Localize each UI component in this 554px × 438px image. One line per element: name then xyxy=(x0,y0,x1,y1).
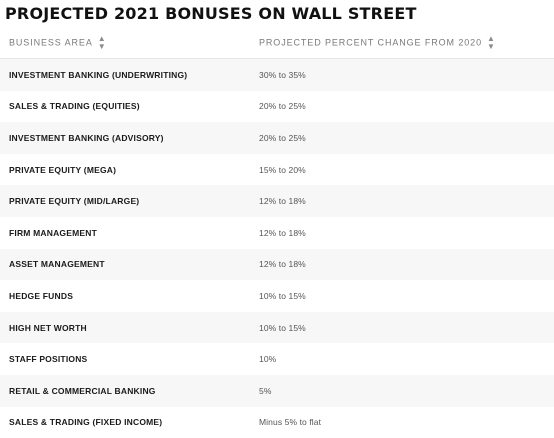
table-row: INVESTMENT BANKING (ADVISORY) 20% to 25% xyxy=(0,122,554,154)
cell-percent-change: 10% to 15% xyxy=(250,312,554,344)
column-header-label: PROJECTED PERCENT CHANGE FROM 2020 xyxy=(259,37,482,47)
cell-percent-change: 12% to 18% xyxy=(250,217,554,249)
cell-business-area: INVESTMENT BANKING (UNDERWRITING) xyxy=(0,59,250,91)
table-row: HIGH NET WORTH 10% to 15% xyxy=(0,312,554,344)
cell-business-area: HIGH NET WORTH xyxy=(0,312,250,344)
column-header-business-area[interactable]: BUSINESS AREA ▲▼ xyxy=(0,28,250,59)
page-title: PROJECTED 2021 BONUSES ON WALL STREET xyxy=(0,0,554,26)
cell-business-area: HEDGE FUNDS xyxy=(0,280,250,312)
bonus-table: BUSINESS AREA ▲▼ PROJECTED PERCENT CHANGE… xyxy=(0,28,554,438)
cell-business-area: ASSET MANAGEMENT xyxy=(0,249,250,281)
table-row: SALES & TRADING (EQUITIES) 20% to 25% xyxy=(0,91,554,123)
table-row: HEDGE FUNDS 10% to 15% xyxy=(0,280,554,312)
column-header-label: BUSINESS AREA xyxy=(9,37,93,47)
cell-percent-change: 12% to 18% xyxy=(250,249,554,281)
table-header: BUSINESS AREA ▲▼ PROJECTED PERCENT CHANGE… xyxy=(0,28,554,59)
table-row: FIRM MANAGEMENT 12% to 18% xyxy=(0,217,554,249)
table-row: STAFF POSITIONS 10% xyxy=(0,343,554,375)
table-row: PRIVATE EQUITY (MEGA) 15% to 20% xyxy=(0,154,554,186)
cell-percent-change: 12% to 18% xyxy=(250,185,554,217)
cell-percent-change: 20% to 25% xyxy=(250,122,554,154)
cell-percent-change: 10% to 15% xyxy=(250,280,554,312)
cell-business-area: INVESTMENT BANKING (ADVISORY) xyxy=(0,122,250,154)
cell-business-area: PRIVATE EQUITY (MEGA) xyxy=(0,154,250,186)
table-row: SALES & TRADING (FIXED INCOME) Minus 5% … xyxy=(0,407,554,438)
cell-percent-change: 15% to 20% xyxy=(250,154,554,186)
cell-business-area: SALES & TRADING (EQUITIES) xyxy=(0,91,250,123)
cell-percent-change: 5% xyxy=(250,375,554,407)
cell-percent-change: 20% to 25% xyxy=(250,91,554,123)
header-row: BUSINESS AREA ▲▼ PROJECTED PERCENT CHANGE… xyxy=(0,28,554,59)
sort-icon[interactable]: ▲▼ xyxy=(98,35,107,51)
cell-percent-change: Minus 5% to flat xyxy=(250,407,554,438)
table-row: PRIVATE EQUITY (MID/LARGE) 12% to 18% xyxy=(0,185,554,217)
table-row: INVESTMENT BANKING (UNDERWRITING) 30% to… xyxy=(0,59,554,91)
cell-business-area: RETAIL & COMMERCIAL BANKING xyxy=(0,375,250,407)
sort-icon[interactable]: ▲▼ xyxy=(487,35,496,51)
cell-business-area: PRIVATE EQUITY (MID/LARGE) xyxy=(0,185,250,217)
cell-business-area: FIRM MANAGEMENT xyxy=(0,217,250,249)
table-row: ASSET MANAGEMENT 12% to 18% xyxy=(0,249,554,281)
table-row: RETAIL & COMMERCIAL BANKING 5% xyxy=(0,375,554,407)
cell-percent-change: 30% to 35% xyxy=(250,59,554,91)
cell-business-area: STAFF POSITIONS xyxy=(0,343,250,375)
column-header-percent-change[interactable]: PROJECTED PERCENT CHANGE FROM 2020 ▲▼ xyxy=(250,28,554,59)
cell-business-area: SALES & TRADING (FIXED INCOME) xyxy=(0,407,250,438)
cell-percent-change: 10% xyxy=(250,343,554,375)
table-body: INVESTMENT BANKING (UNDERWRITING) 30% to… xyxy=(0,59,554,438)
